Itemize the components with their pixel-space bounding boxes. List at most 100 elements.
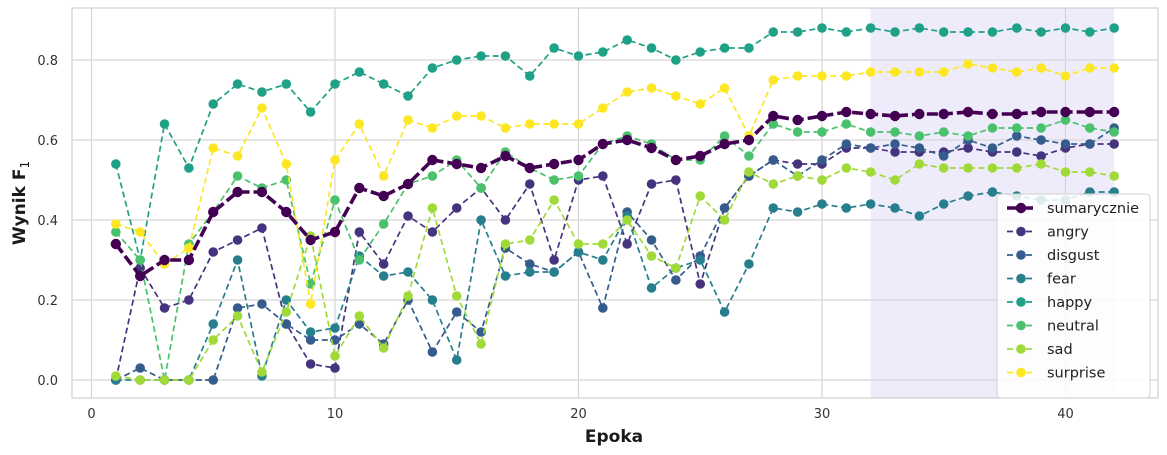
data-point: [549, 255, 559, 265]
x-tick-label: 0: [87, 407, 95, 422]
data-point: [841, 106, 852, 118]
data-point: [792, 159, 803, 169]
x-tick-label: 20: [570, 407, 587, 422]
data-point: [135, 255, 145, 265]
data-point: [768, 27, 779, 37]
data-point: [500, 150, 511, 162]
data-point: [354, 182, 365, 194]
data-point: [598, 47, 608, 57]
data-point: [305, 359, 316, 369]
data-point: [378, 271, 389, 281]
data-point: [695, 279, 706, 289]
data-point: [257, 299, 267, 309]
data-point: [524, 259, 535, 269]
data-point: [768, 110, 779, 122]
data-point: [792, 114, 803, 126]
data-point: [865, 199, 876, 209]
data-point: [890, 27, 900, 37]
data-point: [403, 91, 413, 101]
data-point: [890, 175, 900, 185]
data-point: [305, 299, 316, 309]
data-point: [695, 150, 706, 162]
data-point: [208, 319, 219, 329]
data-point: [914, 131, 925, 141]
data-point: [792, 171, 803, 181]
data-point: [1060, 139, 1071, 149]
legend: sumarycznie angry disgust fear happy neutral s…: [996, 193, 1151, 399]
data-point: [378, 343, 389, 353]
data-point: [573, 119, 584, 129]
data-point: [476, 183, 486, 193]
data-point: [208, 335, 219, 345]
data-point: [768, 119, 779, 129]
data-point: [792, 127, 803, 137]
data-point: [573, 51, 584, 61]
data-point: [257, 367, 267, 377]
y-tick-label: 0.6: [37, 134, 58, 149]
data-point: [817, 23, 827, 33]
data-point: [963, 143, 973, 153]
data-point: [719, 138, 730, 150]
data-point: [719, 43, 730, 53]
data-point: [427, 203, 438, 213]
data-point: [427, 123, 438, 133]
data-point: [890, 67, 900, 77]
data-point: [257, 87, 267, 97]
data-point: [427, 63, 438, 73]
data-point: [671, 275, 681, 285]
legend-swatch-marker: [1016, 367, 1026, 378]
data-point: [1036, 27, 1046, 37]
data-point: [938, 67, 949, 77]
data-point: [1109, 23, 1119, 33]
series-line-happy: [115, 27, 1115, 261]
data-point: [403, 291, 413, 301]
legend-label: angry: [1047, 225, 1089, 241]
data-point: [208, 375, 219, 385]
data-point: [597, 138, 609, 150]
series-sumarycznie: [110, 106, 1120, 282]
data-point: [1109, 139, 1119, 149]
data-point: [817, 127, 827, 137]
data-point: [1109, 171, 1119, 181]
legend-label: neutral: [1047, 319, 1099, 335]
data-point: [1085, 63, 1095, 73]
data-point: [305, 335, 316, 345]
data-point: [598, 103, 608, 113]
data-point: [354, 319, 365, 329]
data-point: [111, 371, 121, 381]
data-point: [841, 139, 852, 149]
data-point: [865, 127, 876, 137]
data-point: [938, 151, 949, 161]
data-point: [354, 67, 365, 77]
data-point: [890, 147, 900, 157]
data-point: [476, 339, 486, 349]
data-point: [963, 191, 973, 201]
data-point: [792, 71, 803, 81]
data-point: [890, 139, 900, 149]
data-point: [1036, 135, 1046, 145]
data-point: [865, 143, 876, 153]
data-point: [598, 303, 608, 313]
y-tick-label: 0.0: [37, 374, 58, 389]
data-point: [573, 154, 584, 166]
data-point: [281, 79, 292, 89]
data-point: [1036, 123, 1046, 133]
legend-box: [996, 193, 1151, 399]
series-sad: [111, 159, 1119, 385]
data-point: [744, 259, 754, 269]
legend-swatch-marker: [1016, 297, 1026, 307]
data-point: [256, 186, 268, 198]
data-point: [184, 375, 194, 385]
data-point: [403, 267, 413, 277]
data-point: [1036, 151, 1046, 161]
data-point: [768, 75, 779, 85]
data-point: [841, 119, 852, 129]
data-point: [865, 67, 876, 77]
data-point: [111, 219, 121, 229]
data-point: [1109, 127, 1119, 137]
data-point: [841, 71, 852, 81]
legend-swatch-marker: [1016, 226, 1026, 237]
data-point: [159, 303, 170, 313]
data-point: [208, 143, 219, 153]
data-point: [719, 83, 730, 93]
